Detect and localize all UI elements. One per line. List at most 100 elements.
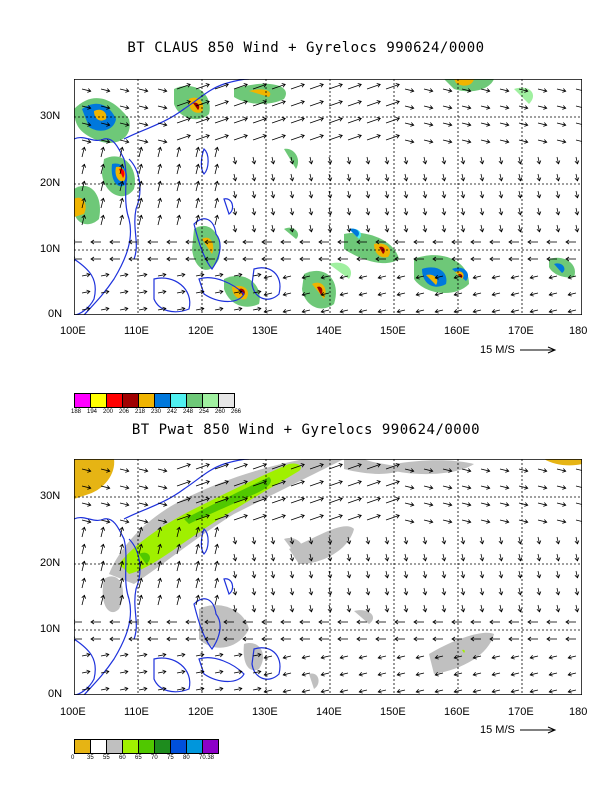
wind-arrowhead (403, 160, 409, 165)
wind-vector (195, 274, 204, 277)
wind-vector (568, 655, 577, 659)
wind-arrowhead (125, 502, 130, 507)
panel1-map (74, 79, 582, 315)
wind-vector (309, 553, 312, 561)
wind-arrowhead (377, 655, 382, 660)
legend-label: 70.38 (199, 755, 215, 761)
wind-arrowhead (365, 177, 371, 182)
panel1-ytick-30n: 30N (40, 110, 61, 122)
wind-vector (176, 215, 180, 226)
wind-vector (81, 88, 91, 92)
wind-arrowhead (251, 591, 257, 596)
wind-vector (119, 274, 128, 277)
wind-arrowhead (232, 591, 238, 596)
wind-vector (214, 100, 229, 107)
wind-vector (404, 536, 407, 544)
wind-arrowhead (147, 256, 152, 262)
wind-arrowhead (105, 652, 110, 658)
wind-arrowhead (376, 100, 381, 105)
wind-arrowhead (529, 309, 534, 314)
legend-label: 80 (183, 755, 190, 761)
wind-vector (537, 604, 540, 612)
wind-arrowhead (395, 100, 400, 105)
legend-label: 75 (167, 755, 174, 761)
wind-arrowhead (105, 306, 110, 312)
panel1-coastlines (74, 79, 281, 315)
wind-vector (568, 292, 577, 296)
wind-vector (556, 570, 559, 578)
wind-arrowhead (262, 497, 267, 502)
wind-vector (518, 485, 528, 489)
wind-vector (556, 190, 559, 198)
wind-arrowhead (441, 574, 447, 579)
wind-vector (480, 105, 490, 109)
wind-arrowhead (232, 557, 238, 562)
wind-arrowhead (470, 239, 475, 245)
wind-arrowhead (365, 160, 371, 165)
wind-arrowhead (81, 560, 87, 565)
wind-arrowhead (567, 275, 572, 280)
wind-arrowhead (81, 146, 87, 151)
wind-vector (283, 292, 292, 296)
wind-arrowhead (567, 292, 572, 297)
wind-arrowhead (270, 211, 276, 216)
wind-vector (575, 519, 582, 522)
wind-vector (119, 308, 128, 311)
wind-arrowhead (105, 686, 110, 692)
wind-vector (81, 595, 85, 606)
wind-arrowhead (479, 228, 485, 233)
wind-vector (461, 536, 464, 544)
wind-arrowhead (308, 574, 314, 579)
wind-arrowhead (214, 594, 220, 599)
wind-arrowhead (422, 194, 428, 199)
wind-vector (195, 671, 204, 674)
wind-arrowhead (144, 139, 149, 144)
wind-arrowhead (263, 689, 268, 694)
legend-swatch (106, 739, 123, 754)
wind-vector (328, 83, 343, 90)
wind-arrowhead (415, 292, 420, 297)
wind-vector (176, 117, 191, 124)
wind-arrowhead (87, 485, 92, 490)
wind-arrowhead (498, 574, 504, 579)
wind-vector (138, 595, 142, 606)
wind-arrowhead (157, 543, 163, 548)
wind-vector (397, 689, 406, 693)
wind-vector (492, 309, 501, 313)
wind-arrowhead (138, 543, 144, 548)
wind-vector (442, 502, 452, 506)
wind-vector (537, 536, 540, 544)
wind-arrowhead (86, 289, 91, 295)
wind-vector (252, 308, 261, 311)
wind-vector (81, 654, 90, 657)
wind-arrowhead (327, 194, 333, 199)
wind-arrowhead (505, 502, 510, 507)
wind-vector (575, 502, 582, 505)
wind-vector (442, 224, 445, 232)
wind-vector (119, 164, 123, 175)
wind-arrowhead (162, 306, 167, 312)
wind-arrowhead (262, 514, 267, 519)
wind-vector (442, 468, 452, 472)
wind-vector (461, 122, 471, 126)
wind-arrowhead (219, 289, 224, 295)
wind-vector (214, 497, 229, 504)
wind-vector (537, 570, 540, 578)
wind-vector (252, 190, 255, 198)
wind-arrowhead (100, 180, 106, 185)
wind-vector (435, 275, 444, 279)
wind-vector (347, 587, 350, 595)
wind-arrowhead (87, 519, 92, 524)
wind-arrowhead (384, 177, 390, 182)
wind-arrowhead (319, 83, 324, 88)
wind-arrowhead (243, 117, 248, 122)
wind-vector (100, 654, 109, 657)
wind-vector (518, 156, 521, 164)
wind-arrowhead (346, 540, 352, 545)
wind-vector (195, 215, 199, 226)
wind-vector (435, 689, 444, 693)
wind-vector (423, 105, 433, 109)
wind-vector (556, 224, 559, 232)
wind-vector (328, 156, 331, 164)
wind-arrowhead (261, 619, 266, 625)
